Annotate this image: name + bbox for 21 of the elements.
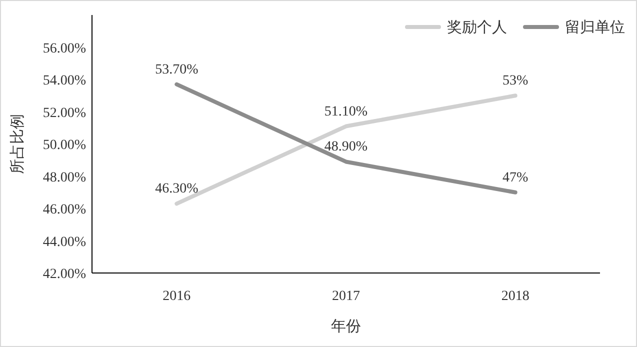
y-tick-label: 52.00%: [42, 106, 86, 121]
x-axis-title: 年份: [331, 318, 361, 335]
y-tick-label: 54.00%: [42, 74, 86, 88]
y-tick-label: 56.00%: [42, 41, 86, 56]
y-tick-label: 50.00%: [42, 138, 86, 153]
x-tick-label: 2018: [501, 289, 530, 304]
legend-label: 留归单位: [565, 19, 625, 36]
y-axis-title: 所占比例: [9, 114, 26, 174]
x-tick-label: 2016: [162, 289, 191, 304]
y-tick-label: 44.00%: [42, 234, 86, 250]
data-label: 46.30%: [155, 182, 199, 197]
data-label: 47%: [502, 170, 528, 186]
y-tick-label: 42.00%: [42, 267, 86, 282]
y-tick-label: 48.00%: [42, 170, 86, 186]
x-tick-label: 2017: [332, 289, 360, 304]
data-label: 53%: [502, 74, 528, 89]
data-label: 48.90%: [324, 140, 368, 155]
data-label: 51.10%: [324, 104, 368, 120]
data-label: 53.70%: [155, 62, 199, 78]
y-tick-label: 46.00%: [42, 202, 86, 218]
legend-label: 奖励个人: [447, 19, 507, 36]
